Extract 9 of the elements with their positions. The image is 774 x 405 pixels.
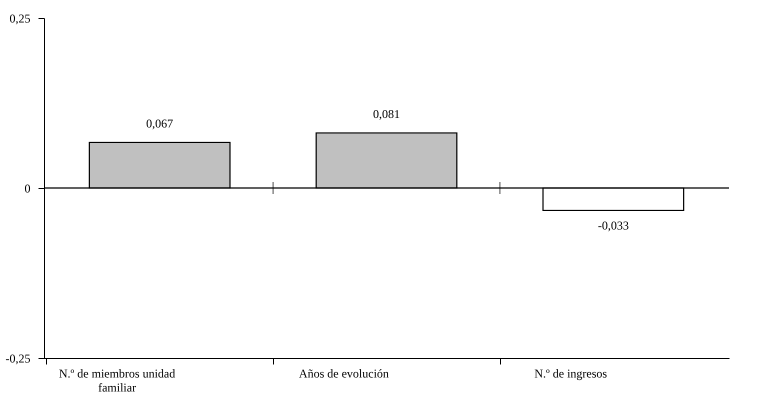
data-label: 0,081	[373, 106, 400, 121]
x-tick-label: N.º de ingresos	[534, 366, 608, 380]
data-label: 0,067	[146, 116, 174, 130]
data-label: -0,033	[598, 218, 629, 232]
x-tick-label: N.º de miembros unidad familiar	[58, 366, 176, 394]
y-tick-label: -0,25	[6, 352, 30, 366]
x-tick-label: Años de evolución	[298, 366, 389, 380]
y-tick-label: 0	[24, 182, 30, 196]
y-tick-label: 0,25	[10, 12, 30, 26]
